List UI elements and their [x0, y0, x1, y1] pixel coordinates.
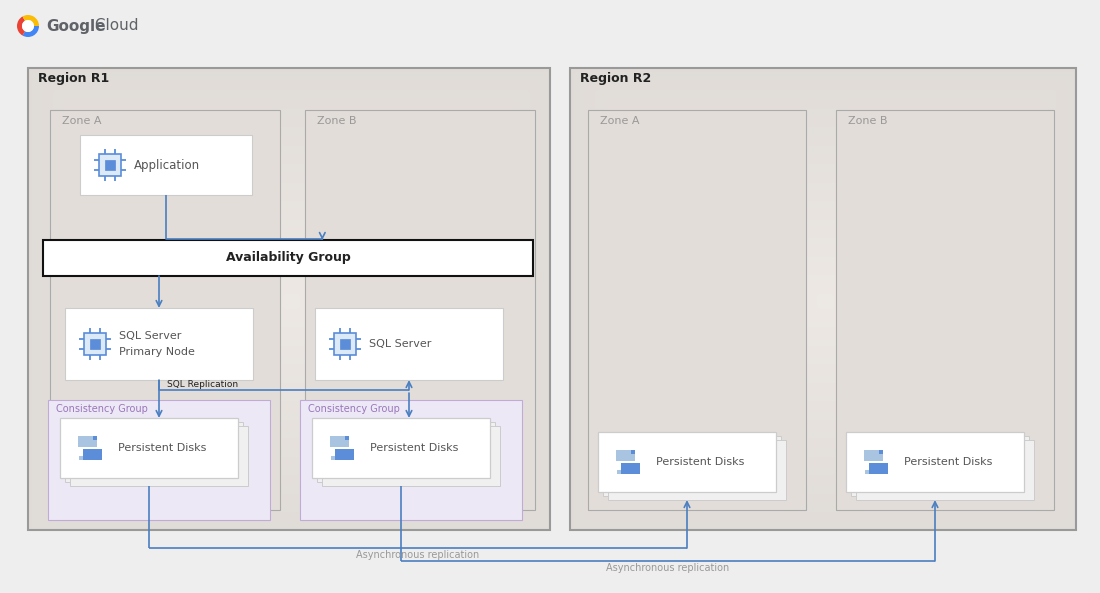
FancyBboxPatch shape: [846, 432, 1024, 492]
FancyBboxPatch shape: [608, 440, 786, 500]
Text: Zone B: Zone B: [848, 116, 888, 126]
FancyBboxPatch shape: [336, 449, 354, 461]
FancyBboxPatch shape: [603, 436, 781, 496]
FancyBboxPatch shape: [331, 456, 335, 460]
FancyBboxPatch shape: [344, 435, 349, 440]
FancyBboxPatch shape: [60, 418, 238, 478]
Text: Primary Node: Primary Node: [119, 347, 195, 357]
FancyBboxPatch shape: [588, 110, 806, 510]
Text: Zone A: Zone A: [62, 116, 101, 126]
FancyBboxPatch shape: [78, 435, 97, 447]
Text: Persistent Disks: Persistent Disks: [904, 457, 992, 467]
Text: Google: Google: [46, 18, 106, 33]
Text: Application: Application: [134, 158, 200, 171]
FancyBboxPatch shape: [43, 240, 534, 276]
FancyBboxPatch shape: [322, 426, 500, 486]
FancyBboxPatch shape: [330, 435, 349, 447]
FancyBboxPatch shape: [78, 456, 82, 460]
Text: Region R1: Region R1: [39, 72, 109, 85]
FancyBboxPatch shape: [312, 418, 490, 478]
FancyBboxPatch shape: [630, 449, 635, 454]
Circle shape: [22, 20, 34, 32]
Wedge shape: [16, 17, 25, 36]
Text: Asynchronous replication: Asynchronous replication: [606, 563, 729, 573]
FancyBboxPatch shape: [851, 436, 1028, 496]
FancyBboxPatch shape: [99, 154, 121, 176]
FancyBboxPatch shape: [865, 449, 883, 461]
FancyBboxPatch shape: [65, 308, 253, 380]
FancyBboxPatch shape: [334, 333, 356, 355]
Text: Availability Group: Availability Group: [226, 251, 351, 264]
FancyBboxPatch shape: [92, 435, 97, 440]
FancyBboxPatch shape: [836, 110, 1054, 510]
FancyBboxPatch shape: [48, 400, 270, 520]
FancyBboxPatch shape: [300, 400, 522, 520]
FancyBboxPatch shape: [65, 422, 243, 482]
Text: Persistent Disks: Persistent Disks: [370, 443, 459, 453]
Text: Consistency Group: Consistency Group: [308, 404, 400, 414]
Wedge shape: [22, 15, 38, 26]
FancyBboxPatch shape: [616, 449, 635, 461]
Text: SQL Server: SQL Server: [368, 339, 431, 349]
FancyBboxPatch shape: [80, 135, 252, 195]
FancyBboxPatch shape: [856, 440, 1034, 500]
Text: Region R2: Region R2: [580, 72, 651, 85]
FancyBboxPatch shape: [617, 470, 621, 474]
FancyBboxPatch shape: [90, 339, 100, 349]
FancyBboxPatch shape: [621, 463, 640, 474]
FancyBboxPatch shape: [305, 110, 535, 510]
Text: SQL Replication: SQL Replication: [167, 380, 238, 389]
Text: Cloud: Cloud: [90, 18, 139, 33]
FancyBboxPatch shape: [598, 432, 776, 492]
FancyBboxPatch shape: [50, 110, 280, 510]
FancyBboxPatch shape: [70, 426, 248, 486]
Wedge shape: [22, 26, 38, 37]
Text: Consistency Group: Consistency Group: [56, 404, 147, 414]
FancyBboxPatch shape: [879, 449, 883, 454]
FancyBboxPatch shape: [340, 339, 350, 349]
Text: Persistent Disks: Persistent Disks: [656, 457, 745, 467]
FancyBboxPatch shape: [106, 160, 114, 170]
Text: Zone A: Zone A: [600, 116, 639, 126]
FancyBboxPatch shape: [82, 449, 101, 461]
FancyBboxPatch shape: [317, 422, 495, 482]
Text: Asynchronous replication: Asynchronous replication: [356, 550, 480, 560]
FancyBboxPatch shape: [84, 333, 106, 355]
FancyBboxPatch shape: [869, 463, 888, 474]
FancyBboxPatch shape: [315, 308, 503, 380]
Text: SQL Server: SQL Server: [119, 331, 182, 341]
Text: Persistent Disks: Persistent Disks: [118, 443, 207, 453]
Text: Zone B: Zone B: [317, 116, 356, 126]
FancyBboxPatch shape: [865, 470, 869, 474]
